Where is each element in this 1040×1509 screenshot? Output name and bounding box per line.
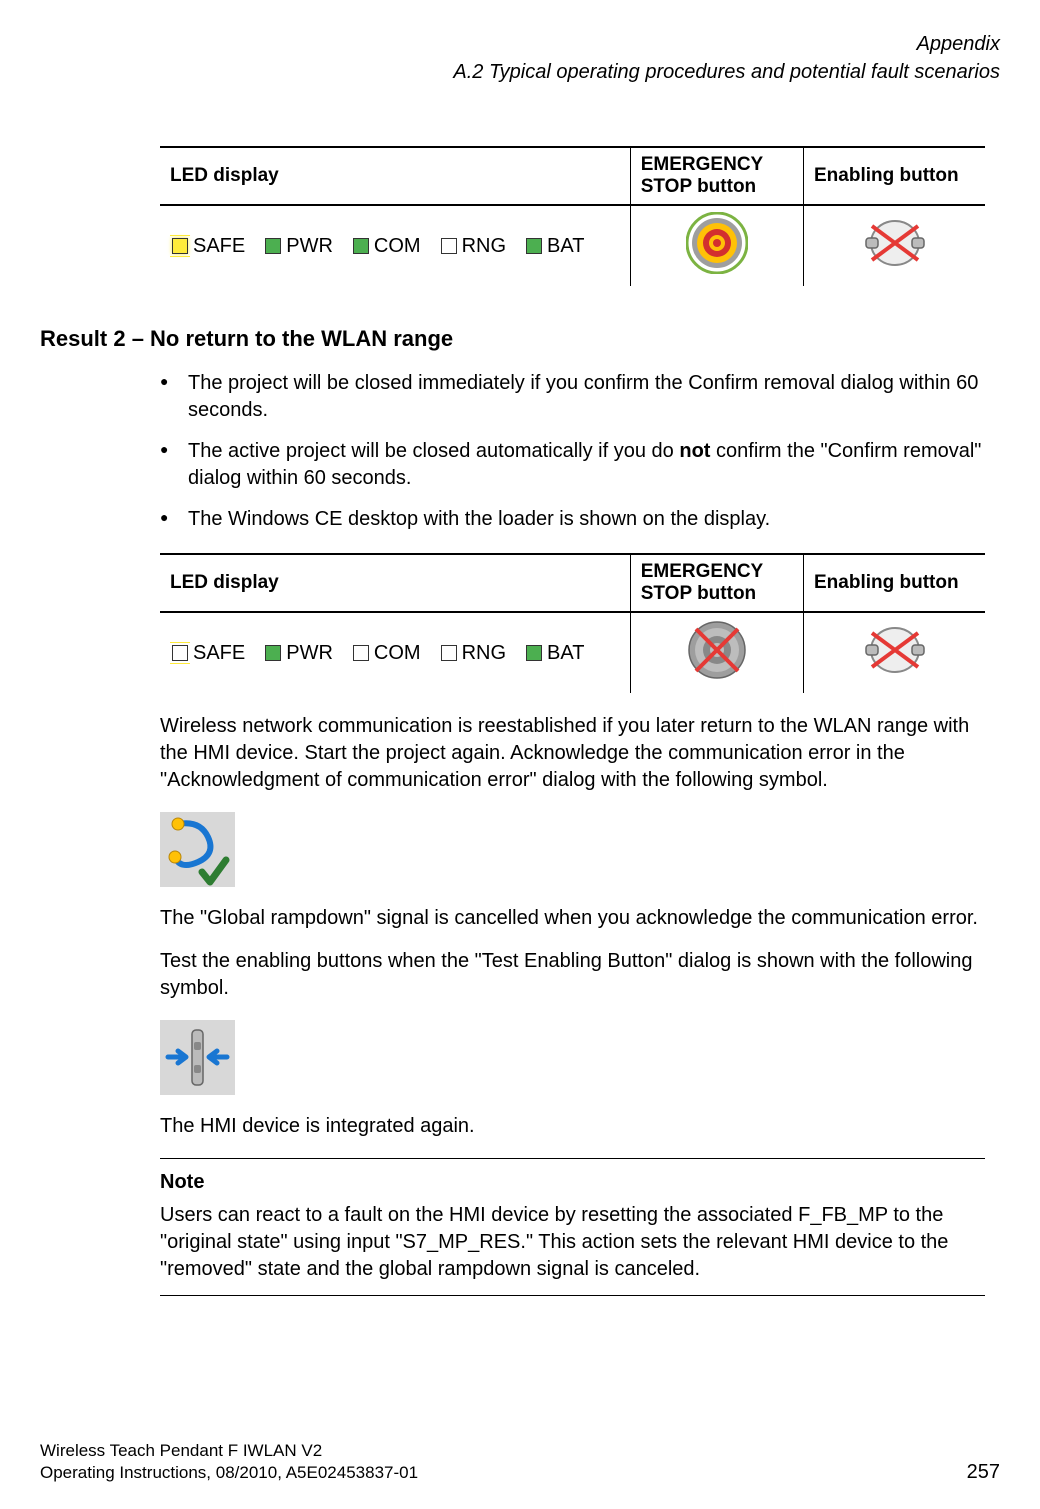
led-bat: BAT [526,235,584,258]
footer-product: Wireless Teach Pendant F IWLAN V2 [40,1440,418,1462]
th-led-2: LED display [160,554,630,612]
led-com-2: COM [353,642,421,665]
header-appendix: Appendix [40,30,1000,58]
estop-cell-2 [630,612,803,693]
para-integrated: The HMI device is integrated again. [160,1113,985,1140]
th-enable-2: Enabling button [804,554,986,612]
led-com: COM [353,235,421,258]
bullet-2: The active project will be closed automa… [160,438,985,492]
th-led: LED display [160,147,630,205]
led-safe: SAFE [172,235,245,258]
test-enabling-button-icon [160,1020,235,1095]
para-test-enable: Test the enabling buttons when the "Test… [160,948,985,1002]
status-table-1: LED display EMERGENCY STOP button Enabli… [160,146,985,286]
led-rng-2: RNG [441,642,506,665]
led-rng-box-2 [441,645,457,661]
footer-docinfo: Operating Instructions, 08/2010, A5E0245… [40,1462,418,1484]
led-cell-2: SAFE PWR COM RNG BAT [160,612,630,693]
led-bat-2: BAT [526,642,584,665]
note-block: Note Users can react to a fault on the H… [160,1158,985,1296]
emergency-stop-disabled-icon [686,619,748,681]
led-pwr-box-2 [265,645,281,661]
note-title: Note [160,1171,985,1194]
led-pwr-2: PWR [265,642,333,665]
enable-cell-2 [804,612,986,693]
led-safe-box-2 [172,645,188,661]
page-number: 257 [967,1461,1000,1484]
led-safe-box [172,238,188,254]
led-pwr-box [265,238,281,254]
led-bat-label: BAT [547,235,584,258]
page-footer: Wireless Teach Pendant F IWLAN V2 Operat… [40,1440,1000,1484]
bullet-1: The project will be closed immediately i… [160,370,985,424]
led-pwr-label-2: PWR [286,642,333,665]
led-pwr: PWR [265,235,333,258]
para-wireless: Wireless network communication is reesta… [160,713,985,794]
led-bat-box-2 [526,645,542,661]
led-bat-box [526,238,542,254]
enable-cell-1 [804,205,986,286]
page-header: Appendix A.2 Typical operating procedure… [40,30,1000,86]
emergency-stop-active-icon [686,212,748,274]
header-section: A.2 Typical operating procedures and pot… [40,58,1000,86]
th-estop: EMERGENCY STOP button [630,147,803,205]
led-cell-1: SAFE PWR COM RNG BAT [160,205,630,286]
led-rng: RNG [441,235,506,258]
led-rng-label: RNG [462,235,506,258]
note-body: Users can react to a fault on the HMI de… [160,1202,985,1283]
led-rng-box [441,238,457,254]
enabling-button-disabled-icon [860,218,930,268]
led-com-label: COM [374,235,421,258]
led-rng-label-2: RNG [462,642,506,665]
estop-cell-1 [630,205,803,286]
led-safe-2: SAFE [172,642,245,665]
para-rampdown: The "Global rampdown" signal is cancelle… [160,905,985,932]
bullet-2-pre: The active project will be closed automa… [188,440,679,462]
led-com-box-2 [353,645,369,661]
led-com-box [353,238,369,254]
main-content: LED display EMERGENCY STOP button Enabli… [160,146,985,1296]
bullet-3: The Windows CE desktop with the loader i… [160,506,985,533]
led-bat-label-2: BAT [547,642,584,665]
led-safe-label: SAFE [193,235,245,258]
bullet-2-bold: not [679,440,710,462]
th-enable: Enabling button [804,147,986,205]
ack-comm-error-icon [160,812,235,887]
th-estop-2: EMERGENCY STOP button [630,554,803,612]
status-table-2: LED display EMERGENCY STOP button Enabli… [160,553,985,693]
enabling-button-disabled-icon-2 [860,625,930,675]
result-2-heading: Result 2 – No return to the WLAN range [40,326,985,352]
result-2-bullets: The project will be closed immediately i… [160,370,985,533]
led-com-label-2: COM [374,642,421,665]
led-safe-label-2: SAFE [193,642,245,665]
led-pwr-label: PWR [286,235,333,258]
